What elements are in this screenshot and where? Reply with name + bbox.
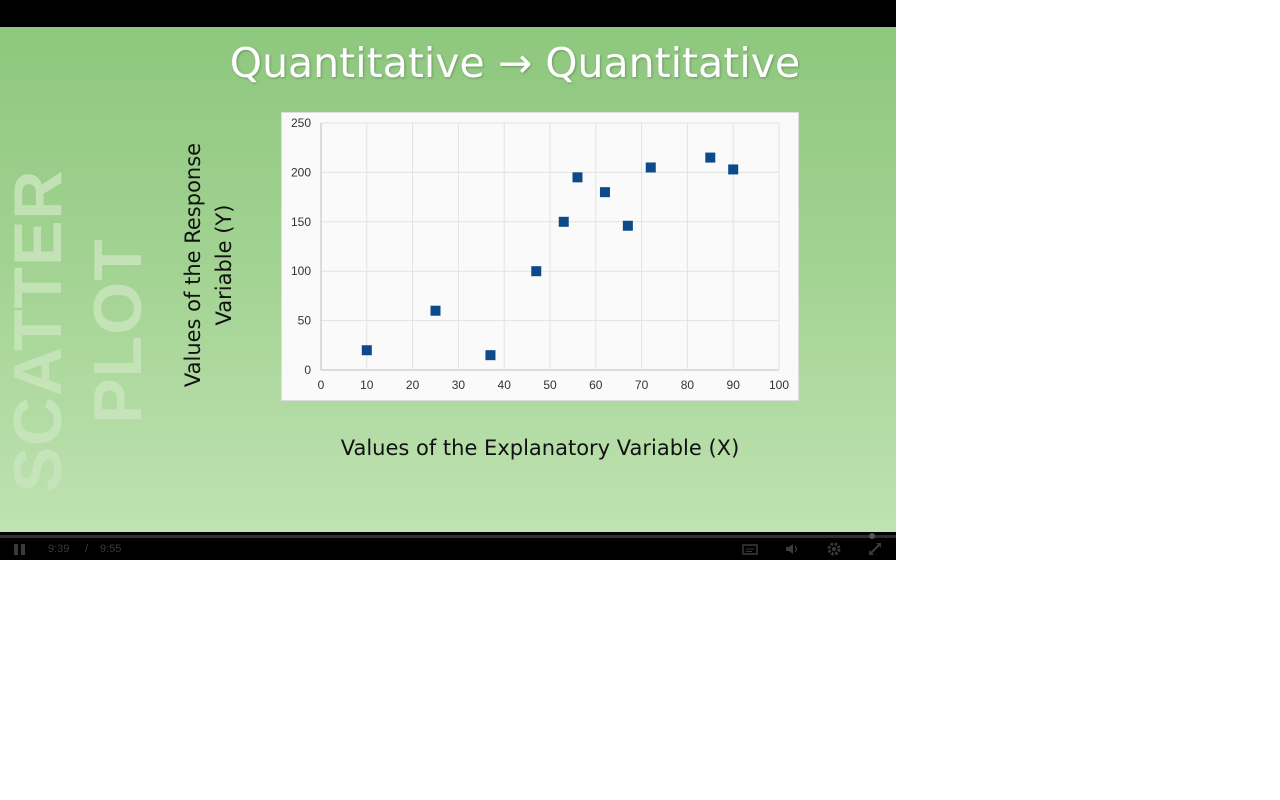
data-point: [622, 220, 633, 231]
y-tick-label: 0: [304, 363, 311, 377]
data-point: [361, 345, 372, 356]
settings-button[interactable]: [825, 540, 843, 558]
data-point: [558, 216, 569, 227]
x-tick-label: 10: [360, 378, 374, 392]
pause-button[interactable]: [12, 540, 28, 558]
x-tick-label: 20: [406, 378, 420, 392]
data-point: [728, 164, 739, 175]
scatter-chart-svg: 0 50 100 150 200 250 0 10 20 30 40 50 60 70 80 90 100: [291, 116, 789, 392]
x-tick-label: 30: [452, 378, 466, 392]
y-tick-label: 250: [291, 116, 311, 130]
progress-bar[interactable]: [0, 533, 896, 539]
fullscreen-button[interactable]: [866, 540, 884, 558]
x-axis-title: Values of the Explanatory Variable (X): [340, 436, 740, 460]
gear-icon: [827, 542, 841, 556]
x-tick-label: 90: [727, 378, 741, 392]
side-watermark-text: SCATTER PLOT: [0, 169, 156, 493]
x-tick-label: 70: [635, 378, 649, 392]
y-axis-title-line2: Variable (Y): [212, 204, 236, 326]
player-controls: 9:39 / 9:55: [0, 532, 896, 560]
data-point: [430, 305, 441, 316]
volume-icon: [786, 544, 798, 554]
volume-button[interactable]: [783, 540, 801, 558]
captions-button[interactable]: [741, 540, 759, 558]
scatter-chart: 0 50 100 150 200 250 0 10 20 30 40 50 60 70 80 90 100: [281, 112, 799, 401]
y-axis-title-line1: Values of the Response: [181, 142, 205, 388]
x-tick-label: 80: [681, 378, 695, 392]
x-tick-label: 60: [589, 378, 603, 392]
video-player[interactable]: SCATTER PLOT Quantitative → Quantitative…: [0, 0, 896, 560]
progress-handle[interactable]: [868, 533, 875, 539]
slide-title: Quantitative → Quantitative: [229, 39, 801, 87]
x-tick-label: 40: [498, 378, 512, 392]
data-point: [599, 187, 610, 198]
x-tick-label: 50: [543, 378, 557, 392]
current-time: 9:39: [48, 543, 70, 555]
x-tick-label: 0: [318, 378, 325, 392]
x-tick-label: 100: [769, 378, 789, 392]
data-point: [572, 172, 583, 183]
progress-fill: [0, 535, 872, 538]
y-tick-label: 200: [291, 165, 311, 179]
video-frame[interactable]: SCATTER PLOT Quantitative → Quantitative…: [0, 27, 896, 532]
data-point: [531, 266, 542, 277]
data-point: [705, 152, 716, 163]
y-tick-label: 100: [291, 264, 311, 278]
y-tick-label: 150: [291, 215, 311, 229]
fullscreen-icon: [869, 543, 881, 555]
time-separator: /: [85, 543, 89, 555]
data-point: [645, 162, 656, 173]
data-point: [485, 350, 496, 361]
captions-icon: [742, 544, 758, 555]
total-time: 9:55: [100, 543, 122, 555]
y-tick-label: 50: [298, 314, 312, 328]
